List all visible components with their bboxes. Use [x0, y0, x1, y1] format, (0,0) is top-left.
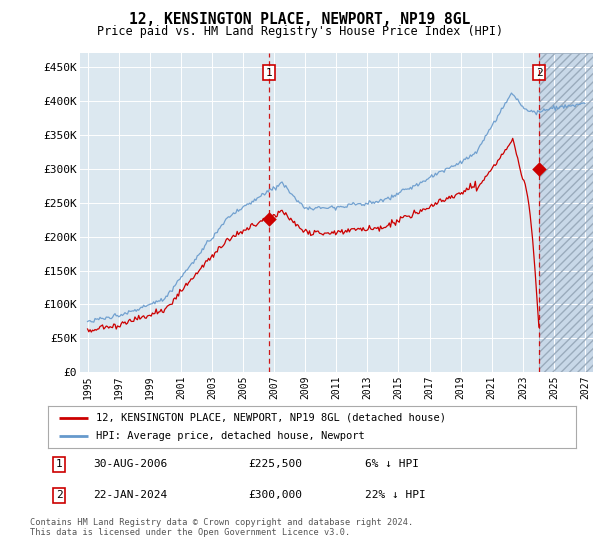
Text: HPI: Average price, detached house, Newport: HPI: Average price, detached house, Newp… — [95, 431, 364, 441]
Point — [535, 164, 544, 173]
Text: £300,000: £300,000 — [248, 490, 302, 500]
Text: 30-AUG-2006: 30-AUG-2006 — [93, 459, 167, 469]
Text: 22% ↓ HPI: 22% ↓ HPI — [365, 490, 425, 500]
Text: 6% ↓ HPI: 6% ↓ HPI — [365, 459, 419, 469]
Point — [264, 215, 274, 224]
Text: 12, KENSINGTON PLACE, NEWPORT, NP19 8GL (detached house): 12, KENSINGTON PLACE, NEWPORT, NP19 8GL … — [95, 413, 446, 423]
Text: 2: 2 — [536, 68, 542, 78]
Text: 12, KENSINGTON PLACE, NEWPORT, NP19 8GL: 12, KENSINGTON PLACE, NEWPORT, NP19 8GL — [130, 12, 470, 27]
Text: 1: 1 — [56, 459, 62, 469]
Bar — [539, 53, 600, 372]
Text: 22-JAN-2024: 22-JAN-2024 — [93, 490, 167, 500]
Text: 1: 1 — [265, 68, 272, 78]
Text: Price paid vs. HM Land Registry's House Price Index (HPI): Price paid vs. HM Land Registry's House … — [97, 25, 503, 38]
Text: Contains HM Land Registry data © Crown copyright and database right 2024.
This d: Contains HM Land Registry data © Crown c… — [30, 518, 413, 538]
Bar — [539, 53, 600, 372]
Text: £225,500: £225,500 — [248, 459, 302, 469]
Text: 2: 2 — [56, 490, 62, 500]
